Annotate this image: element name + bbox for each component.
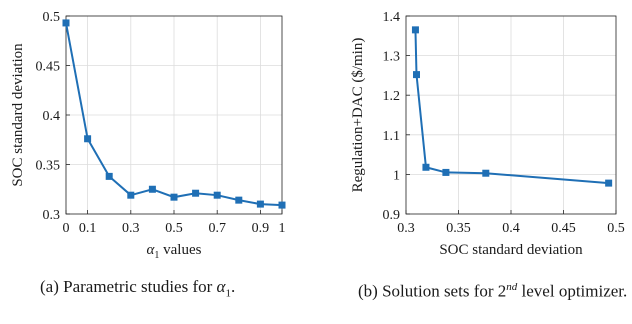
- chart-a-data-point: [235, 196, 243, 204]
- chart-a-data-point: [105, 172, 113, 180]
- chart-b-y-tick-label: 1.1: [383, 129, 401, 144]
- chart-a-data-point: [192, 189, 200, 197]
- chart-a-data-point: [84, 135, 92, 143]
- chart-a-y-tick-label: 0.45: [36, 60, 61, 75]
- chart-b-y-tick-label: 0.9: [383, 208, 401, 223]
- chart-b-data-point: [442, 168, 450, 176]
- chart-a-data-point: [62, 19, 70, 27]
- chart-a-x-tick-label: 0.9: [252, 221, 270, 236]
- chart-b-x-tick-label: 0.35: [446, 221, 471, 236]
- chart-b-data-point: [411, 26, 419, 34]
- chart-b-data-point: [482, 169, 490, 177]
- chart-b-y-tick-label: 1.3: [383, 50, 401, 65]
- chart-a-plot: 0 0.1 0.3 0.5 0.7 0.9 1 0.3 0.35 0.4 0.45 0.5 α1 val…: [10, 10, 286, 261]
- chart-a-x-tick-label: 0: [63, 221, 70, 236]
- chart-b-x-tick-label: 0.4: [502, 221, 520, 236]
- chart-b-y-axis-label: Regulation+DAC ($/min): [350, 38, 366, 193]
- chart-a-x-tick-label: 1: [279, 221, 286, 236]
- chart-a-y-tick-label: 0.35: [36, 159, 61, 174]
- chart-b-y-tick-label: 1.4: [383, 10, 401, 25]
- chart-a-data-point: [170, 193, 178, 201]
- chart-b-x-tick-label: 0.45: [551, 221, 576, 236]
- chart-a-x-tick-label: 0.1: [79, 221, 97, 236]
- chart-a-data-point: [278, 201, 286, 209]
- chart-b-x-tick-label: 0.3: [397, 221, 415, 236]
- chart-b-data-point: [413, 71, 420, 79]
- chart-a-data-point: [127, 191, 135, 199]
- chart-a-y-tick-label: 0.4: [43, 109, 61, 124]
- chart-b-x-axis-label: SOC standard deviation: [439, 242, 583, 258]
- caption-b: (b) Solution sets for 2nd level optimize…: [358, 281, 628, 301]
- chart-a-y-axis-label: SOC standard deviation: [10, 43, 26, 187]
- chart-a-x-tick-label: 0.7: [208, 221, 226, 236]
- chart-a-x-tick-label: 0.3: [122, 221, 140, 236]
- chart-b-x-tick-label: 0.5: [607, 221, 625, 236]
- chart-a-x-tick-label: 0.5: [165, 221, 183, 236]
- chart-b-y-tick-label: 1: [393, 168, 400, 183]
- chart-b-data-point: [422, 163, 430, 171]
- chart-b-y-tick-label: 1.2: [383, 89, 401, 104]
- chart-b-series-line: [414, 29, 609, 185]
- chart-b-plot: 0.3 0.35 0.4 0.45 0.5 0.9 1 1.1 1.2 1.3 1.4 SOC sta…: [350, 10, 625, 258]
- chart-a-data-point: [213, 191, 221, 199]
- chart-a-y-tick-label: 0.5: [43, 10, 61, 25]
- chart-b-data-point: [605, 179, 613, 187]
- chart-a-data-point: [148, 185, 156, 193]
- chart-a-data-point: [256, 200, 264, 208]
- caption-a: (a) Parametric studies for α1.: [40, 277, 236, 300]
- chart-a-x-axis-label: α1 values: [147, 242, 202, 261]
- chart-a-y-tick-label: 0.3: [43, 208, 61, 223]
